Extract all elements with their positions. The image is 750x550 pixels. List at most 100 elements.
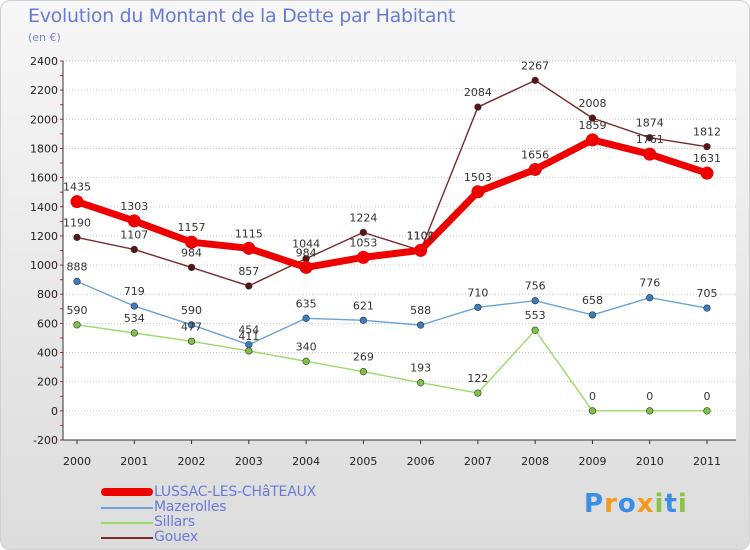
data-point: [703, 304, 711, 312]
data-point: [73, 321, 81, 329]
legend-swatch: [101, 488, 153, 496]
data-point: [414, 243, 428, 257]
legend-swatch: [101, 537, 153, 539]
y-tick-label: 200: [37, 376, 58, 389]
x-tick-label: 2006: [407, 455, 435, 468]
data-point: [242, 241, 256, 255]
x-tick-label: 2002: [178, 455, 206, 468]
y-tick-label: 1200: [30, 230, 58, 243]
data-label: 1859: [578, 119, 606, 132]
data-point: [531, 326, 539, 334]
y-tick-label: 1400: [30, 201, 58, 214]
data-label: 857: [238, 265, 259, 278]
logo-letter: r: [604, 489, 618, 519]
data-label: 776: [639, 277, 660, 290]
data-label: 534: [124, 312, 145, 325]
data-label: 0: [646, 390, 653, 403]
y-tick-label: 1000: [30, 259, 58, 272]
series-line-sillars: [76, 324, 708, 412]
data-label: 1631: [693, 152, 721, 165]
data-label: 1435: [63, 181, 91, 194]
legend-label: Gouex: [154, 529, 198, 545]
y-tick-label: 400: [37, 347, 58, 360]
x-tick-label: 2007: [464, 455, 492, 468]
data-point: [130, 329, 138, 337]
legend-item: Mazerolles: [101, 499, 401, 515]
legend: LUSSAC-LES-CHâTEAUX Mazerolles Sillars Goue…: [101, 484, 401, 545]
data-label: 756: [525, 280, 546, 293]
data-label: 1812: [693, 126, 721, 139]
data-point: [359, 368, 367, 376]
y-tick-label: 2200: [30, 84, 58, 97]
data-point: [531, 297, 539, 305]
data-point: [474, 389, 482, 397]
data-label: 888: [67, 260, 88, 273]
data-point: [528, 162, 542, 176]
data-point: [187, 263, 196, 272]
data-label: 0: [589, 390, 596, 403]
data-point: [299, 260, 313, 274]
data-point: [588, 407, 597, 415]
x-tick-label: 2000: [63, 455, 91, 468]
y-tick-label: 800: [37, 288, 58, 301]
data-label: 621: [353, 299, 374, 312]
series-line-gouex: [76, 79, 708, 287]
data-label: 553: [525, 309, 546, 322]
data-label: 1115: [235, 227, 263, 240]
data-label: 2008: [578, 97, 606, 110]
data-label: 1656: [521, 148, 549, 161]
data-label: 269: [353, 351, 374, 364]
data-point: [417, 379, 425, 387]
y-tick-label: 2000: [30, 113, 58, 126]
data-label: 1044: [292, 238, 320, 251]
series-line-mazerolles: [76, 280, 708, 346]
legend-label: LUSSAC-LES-CHâTEAUX: [154, 484, 317, 500]
data-label: 1761: [636, 133, 664, 146]
data-point: [130, 245, 138, 254]
legend-item: Sillars: [101, 514, 401, 530]
logo-letter: t: [664, 489, 678, 519]
legend-label: Mazerolles: [154, 499, 227, 515]
data-label: 122: [467, 372, 488, 385]
data-label: 590: [181, 304, 202, 317]
y-tick-label: 2400: [30, 55, 58, 68]
logo-letter: o: [617, 489, 637, 519]
data-point: [245, 347, 253, 355]
series-line-lussac-les-ch-teaux: [73, 136, 711, 271]
data-label: 1303: [120, 200, 148, 213]
data-label: 2267: [521, 59, 549, 72]
x-tick-label: 2010: [636, 455, 664, 468]
y-tick-label: 0: [51, 405, 58, 418]
data-point: [359, 316, 367, 324]
data-label: 984: [181, 246, 202, 259]
x-tick-label: 2001: [120, 455, 148, 468]
data-point: [73, 233, 81, 241]
data-label: 193: [410, 362, 431, 375]
data-point: [588, 311, 597, 319]
y-tick-label: 600: [37, 317, 58, 330]
data-point: [585, 133, 599, 147]
legend-item: LUSSAC-LES-CHâTEAUX: [101, 484, 401, 500]
data-label: 340: [296, 340, 317, 353]
data-label: 0: [704, 390, 711, 403]
data-point: [703, 143, 711, 151]
data-label: 1053: [349, 236, 377, 249]
data-point: [643, 147, 657, 161]
data-point: [302, 314, 310, 322]
y-tick-label: 1800: [30, 142, 58, 155]
data-point: [70, 195, 84, 209]
data-label: 588: [410, 304, 431, 317]
x-tick-label: 2008: [521, 455, 549, 468]
data-label: 984: [296, 246, 317, 259]
x-tick-label: 2011: [693, 455, 721, 468]
data-label: 1503: [464, 171, 492, 184]
y-tick-label: -200: [33, 434, 58, 447]
legend-swatch: [101, 507, 153, 509]
data-point: [474, 103, 482, 111]
data-label: 477: [181, 320, 202, 333]
data-point: [646, 134, 654, 142]
data-label: 719: [124, 285, 145, 298]
data-point: [245, 282, 253, 290]
data-label: 2084: [464, 86, 492, 99]
